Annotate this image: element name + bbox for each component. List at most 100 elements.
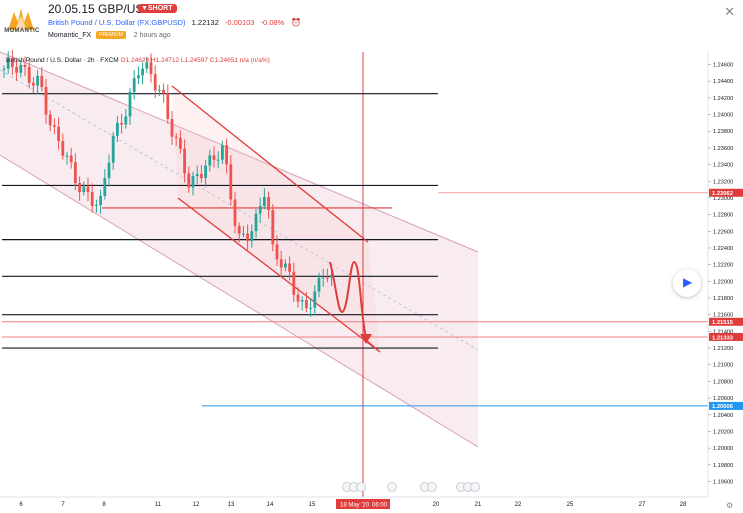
play-button[interactable]: ▶ [673, 269, 701, 297]
candle-body [237, 225, 241, 234]
x-tick-label: 22 [515, 502, 522, 508]
candle-body [250, 231, 254, 242]
symbol-link[interactable]: British Pound / U.S. Dollar (FX:GBPUSD) [48, 18, 186, 27]
candle-body [36, 75, 39, 86]
candle-body [153, 74, 157, 91]
trend-line-lower [177, 197, 381, 353]
candle-body [95, 204, 98, 206]
candle-body [32, 82, 35, 86]
settings-gear-icon: ⚙ [726, 501, 733, 510]
candle-body [326, 277, 329, 279]
event-flag-icon[interactable] [427, 482, 437, 492]
candle-body [82, 186, 86, 193]
author-name[interactable]: Momantic_FX [48, 31, 92, 39]
candle-body [86, 186, 90, 193]
x-tick-label: 25 [567, 502, 574, 508]
y-tick-label: 1.21400 [713, 329, 733, 335]
candle-body [124, 116, 128, 125]
price-label-box [709, 401, 743, 410]
brand-logo-text: MOMANTIC [4, 28, 40, 34]
y-tick-label: 1.23200 [713, 179, 733, 185]
x-tick-label: 28 [680, 502, 687, 508]
candle-body [191, 175, 195, 188]
x-tick-label: 12 [193, 502, 200, 508]
candle-body [174, 136, 178, 138]
channel-lower-line [0, 154, 479, 448]
y-tick-label: 1.21200 [713, 346, 733, 352]
legend-series: British Pound / U.S. Dollar · 2h · FXCM [6, 57, 119, 64]
candle-body [53, 125, 56, 127]
candle-body [212, 155, 216, 160]
symbol-line: British Pound / U.S. Dollar (FX:GBPUSD) … [48, 18, 301, 27]
candle-body [74, 162, 77, 183]
candle-body [300, 299, 304, 302]
y-tick-label: 1.22800 [713, 213, 733, 219]
candle-body [183, 148, 186, 174]
y-tick-label: 1.23000 [713, 196, 733, 202]
price-label-text: 1.21515 [712, 320, 734, 326]
candle-body [317, 277, 321, 292]
y-tick-label: 1.22000 [713, 279, 733, 285]
inner-channel-fill [172, 88, 380, 352]
brand-logo [4, 6, 38, 42]
candle-body [19, 64, 23, 73]
candle-body [166, 93, 170, 119]
premium-badge: PREMIUM [96, 31, 126, 39]
x-tick-label: 13 [228, 502, 235, 508]
y-tick-label: 1.24600 [713, 63, 733, 69]
price-axis[interactable] [708, 52, 743, 497]
event-flag-icon[interactable] [470, 482, 480, 492]
short-badge: ▼ SHORT [138, 4, 177, 13]
candle-body [254, 213, 258, 232]
publish-time: 2 hours ago [133, 31, 171, 39]
close-icon[interactable]: ✕ [724, 4, 735, 19]
y-tick-label: 1.22600 [713, 229, 733, 235]
x-tick-label: 7 [61, 502, 65, 508]
candle-body [309, 307, 312, 309]
candle-body [305, 299, 308, 309]
candle-body [275, 244, 279, 260]
candle-body [128, 92, 132, 117]
candle-body [170, 118, 174, 137]
candle-body [284, 263, 287, 268]
candle-body [99, 195, 102, 205]
y-tick-label: 1.19600 [713, 479, 733, 485]
candle-body [78, 182, 81, 193]
candle-body [187, 173, 191, 188]
candle-body [120, 122, 123, 125]
projection-path [329, 260, 367, 339]
plot-area[interactable] [2, 52, 708, 494]
candle-body [288, 263, 291, 272]
candle-body [141, 68, 144, 76]
candle-body [6, 58, 10, 69]
price-label-text: 1.21333 [712, 335, 734, 341]
price-chart[interactable]: 1.24600 1.24400 1.24200 1.24000 1.23800 1.236… [0, 50, 743, 513]
price-label-text: 1.20506 [712, 404, 734, 410]
channel-median-dashed [0, 69, 479, 351]
event-flag-icon[interactable] [387, 482, 397, 492]
x-tick-label: 14 [267, 502, 274, 508]
alarm-clock-icon[interactable]: ⏰ [291, 18, 302, 27]
settings-corner[interactable] [701, 499, 741, 511]
y-tick-label: 1.22200 [713, 263, 733, 269]
idea-header: MOMANTIC 20.05.15 GBP/USD ▼ SHORT ✕ Brit… [0, 0, 743, 46]
price-label-box [709, 332, 743, 341]
short-badge-label: SHORT [148, 5, 173, 12]
candle-body [116, 122, 119, 136]
price-label-box [709, 188, 743, 197]
candle-body [23, 64, 27, 68]
candle-body [313, 291, 317, 308]
y-tick-label: 1.20800 [713, 379, 733, 385]
candle-body [330, 274, 333, 278]
event-flag-icon[interactable] [356, 482, 366, 492]
candle-body [225, 145, 228, 165]
candle-body [221, 145, 224, 160]
candle-body [246, 233, 249, 242]
x-tick-label: 15 [309, 502, 316, 508]
y-tick-label: 1.24400 [713, 79, 733, 85]
candle-body [103, 178, 107, 196]
legend-line: British Pound / U.S. Dollar · 2h · FXCM … [6, 57, 270, 64]
y-tick-label: 1.21000 [713, 363, 733, 369]
candle-body [40, 75, 44, 88]
candle-body [296, 294, 300, 302]
